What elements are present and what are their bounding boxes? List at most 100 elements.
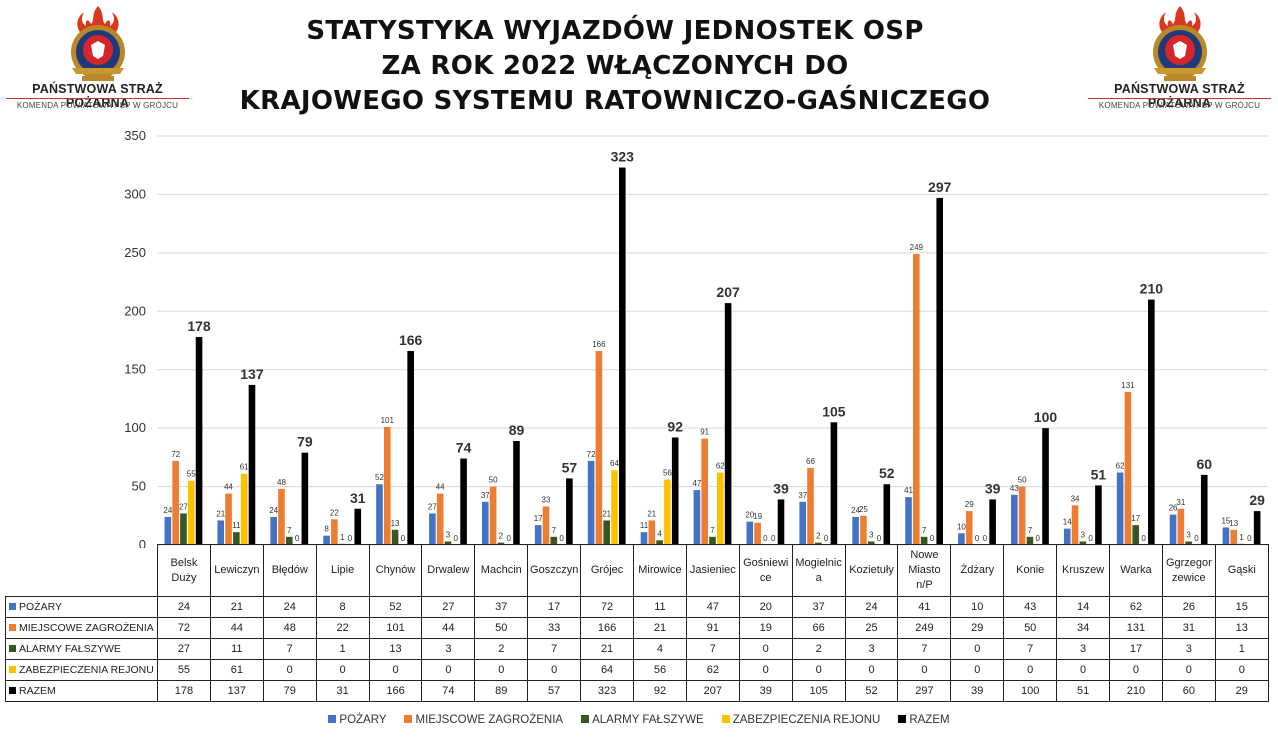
bar [489, 486, 497, 545]
data-label: 92 [667, 418, 683, 434]
table-cell: 0 [738, 638, 793, 660]
legend-item: ALARMY FAŁSZYWE [581, 714, 704, 726]
bar [301, 452, 309, 545]
table-row: ALARMY FAŁSZYWE 27 11 7 1 13 3 2 7 21 4 7 0 2 3 7 0 7 3 17 3… [5, 638, 1269, 660]
table-cell: 26 [1161, 596, 1216, 618]
category-label-line: Goszczyn [530, 564, 579, 576]
category-label: Kozietuły [844, 544, 899, 597]
data-label: 72 [171, 450, 180, 459]
table-cell: 249 [897, 617, 952, 639]
table-cell: 55 [157, 659, 211, 681]
data-label: 0 [348, 534, 353, 543]
bar [920, 536, 928, 545]
category-label-line: Gąski [1227, 564, 1256, 576]
bar [1095, 485, 1102, 545]
bar [331, 519, 338, 545]
data-label: 0 [295, 534, 300, 543]
data-label: 25 [859, 505, 868, 514]
data-label: 21 [216, 509, 225, 518]
category-label: Belsk Duży [157, 544, 211, 597]
category-label-line: Lewiczyn [214, 564, 260, 576]
table-cell: 27 [157, 638, 211, 660]
data-label: 0 [763, 534, 768, 543]
category-label-line: Machcin [480, 564, 522, 576]
bar [777, 499, 785, 545]
table-cell: 50 [1003, 617, 1058, 639]
legend-label: MIEJSCOWE ZAGROŻENIA [415, 714, 564, 726]
bar [656, 540, 663, 545]
table-header-row: Belsk Duży Lewiczyn Błędów Lipie Chynów Drwale… [5, 544, 1269, 597]
bar [852, 516, 859, 545]
table-cell: 29 [1214, 680, 1269, 702]
category-label-line: a [815, 571, 822, 584]
legend-item: RAZEM [898, 714, 950, 726]
bar [187, 480, 195, 545]
table-cell: 31 [1161, 617, 1216, 639]
category-label: Lewiczyn [209, 544, 264, 597]
table-cell: 178 [157, 680, 211, 702]
category-label-line: Mirowice [638, 564, 682, 576]
data-label: 13 [391, 519, 400, 528]
data-label: 21 [647, 509, 656, 518]
data-label: 0 [983, 534, 988, 543]
table-corner [5, 544, 158, 597]
table-cell: 0 [1003, 659, 1058, 681]
table-cell: 7 [527, 638, 582, 660]
bar [648, 520, 656, 545]
logo-org-name: PAŃSTWOWA STRAŻ POŻARNA [32, 82, 163, 110]
table-cell: 72 [157, 617, 211, 639]
category-label: Machcin [474, 544, 529, 597]
data-label: 0 [1088, 534, 1093, 543]
bar [830, 422, 838, 545]
data-label: 14 [1063, 518, 1072, 527]
data-label: 61 [240, 463, 249, 472]
data-label: 10 [957, 522, 966, 531]
data-label: 100 [1034, 409, 1058, 425]
bar [807, 467, 814, 545]
table-cell: 105 [791, 680, 846, 702]
table-row: MIEJSCOWE ZAGROŻENIA 72 44 48 22 101 44 50 33 166… [5, 617, 1269, 639]
series-swatch [9, 666, 16, 673]
title-line: STATYSTYKA WYJAZDÓW JEDNOSTEK OSP [306, 16, 924, 46]
data-label: 0 [930, 534, 935, 543]
data-label: 3 [1186, 530, 1191, 539]
bar [746, 521, 754, 545]
data-label: 21 [602, 509, 611, 518]
data-label: 26 [1169, 504, 1178, 513]
data-label: 323 [611, 149, 635, 165]
table-cell: 0 [1056, 659, 1111, 681]
table-cell: 43 [1003, 596, 1058, 618]
table-cell: 20 [738, 596, 793, 618]
data-label: 105 [822, 403, 846, 419]
bar [724, 303, 732, 545]
bar [323, 535, 330, 545]
y-tick-label: 0 [139, 537, 146, 548]
table-cell: 3 [1056, 638, 1111, 660]
table-cell: 323 [580, 680, 635, 702]
bar [1116, 472, 1124, 545]
data-label: 19 [753, 512, 762, 521]
category-label-line: Gośniewi [743, 556, 789, 569]
table-cell: 19 [738, 617, 793, 639]
category-label: Chynów [368, 544, 423, 597]
bar [717, 472, 724, 545]
bar [1011, 494, 1018, 545]
data-label: 37 [798, 491, 807, 500]
category-label-line: ce [759, 571, 772, 584]
data-label: 24 [163, 506, 172, 515]
table-cell: 3 [844, 638, 899, 660]
table-cell: 0 [1214, 659, 1269, 681]
table-cell: 52 [844, 680, 899, 702]
table-cell: 0 [315, 659, 370, 681]
legend-label: POŻARY [339, 714, 387, 726]
table-cell: 44 [421, 617, 476, 639]
bar [860, 515, 867, 545]
data-label: 7 [710, 526, 715, 535]
table-cell: 7 [1003, 638, 1058, 660]
data-label: 89 [509, 422, 525, 438]
legend-swatch [328, 715, 337, 723]
table-cell: 24 [262, 596, 317, 618]
bar [513, 441, 520, 545]
data-label: 0 [1194, 534, 1199, 543]
data-label: 24 [269, 506, 278, 515]
